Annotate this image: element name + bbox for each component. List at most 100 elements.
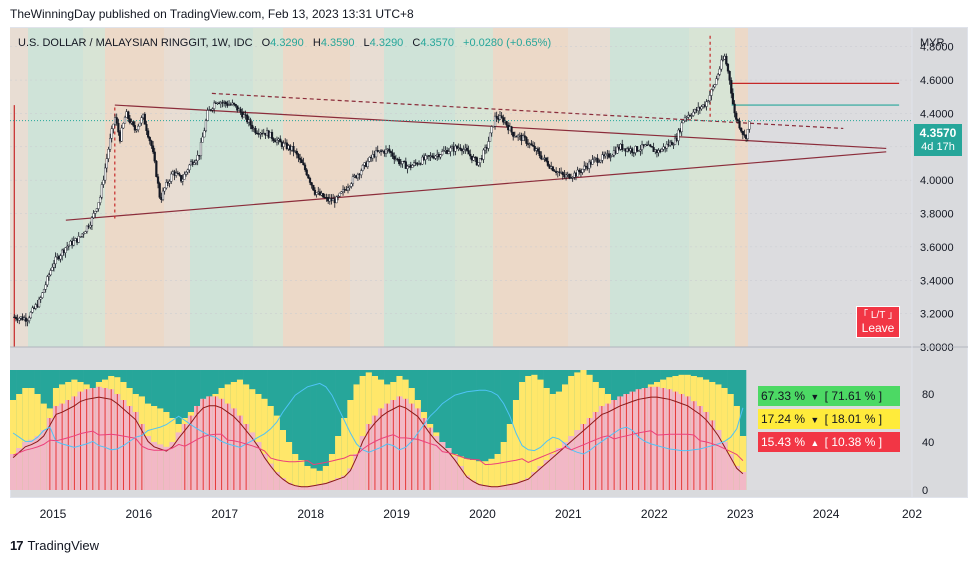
time-tick-label: 2017 bbox=[211, 507, 238, 521]
session-band bbox=[350, 28, 384, 347]
candle-body bbox=[639, 149, 642, 152]
oscillator-bar-2 bbox=[482, 461, 489, 490]
candle-body bbox=[692, 111, 695, 116]
candle-body bbox=[462, 149, 465, 152]
candle-body bbox=[741, 131, 744, 135]
candle-body bbox=[711, 86, 715, 90]
oscillator-bar-3 bbox=[175, 432, 183, 490]
candle-body bbox=[401, 161, 404, 164]
oscillator-bar-2 bbox=[721, 388, 728, 490]
candle-body bbox=[631, 148, 634, 153]
candle-body bbox=[725, 55, 728, 65]
candle-body bbox=[601, 154, 604, 161]
trendline-resistance bbox=[114, 104, 887, 150]
oscillator-bar-2 bbox=[279, 430, 287, 490]
candle-body bbox=[161, 190, 165, 200]
osc-row-2: 17.24 % ▼ [ 18.01 % ] bbox=[758, 409, 900, 429]
candle-body bbox=[488, 132, 492, 142]
oscillator-tick-label: 0 bbox=[922, 485, 928, 497]
oscillator-bar-3 bbox=[304, 486, 311, 490]
last-price-badge: 4.3570 4d 17h bbox=[914, 124, 962, 156]
candle-body bbox=[41, 292, 44, 298]
oscillator-bar-3 bbox=[715, 430, 722, 490]
oscillator-bar-2 bbox=[531, 374, 538, 490]
oscillator-bar-3 bbox=[40, 430, 48, 490]
candle-body bbox=[137, 125, 140, 130]
oscillator-bar-2 bbox=[500, 442, 508, 490]
oscillator-bar-3 bbox=[555, 448, 563, 490]
time-tick-label: 202 bbox=[902, 507, 922, 521]
oscillator-bar-1 bbox=[304, 370, 311, 490]
candle-body bbox=[199, 142, 203, 156]
high-label: H bbox=[312, 37, 321, 49]
candle-body bbox=[14, 316, 18, 320]
candle-body bbox=[583, 165, 586, 170]
oscillator-bar-1 bbox=[500, 370, 508, 490]
candle-body bbox=[335, 196, 338, 204]
candle-body bbox=[92, 213, 95, 218]
candle-body bbox=[421, 156, 424, 165]
symbol-title[interactable]: U.S. DOLLAR / MALAYSIAN RINGGIT, 1W, IDC bbox=[18, 37, 253, 49]
oscillator-bar-2 bbox=[16, 394, 23, 490]
candle-body bbox=[85, 225, 89, 232]
candle-body bbox=[720, 59, 723, 70]
candle-body bbox=[302, 162, 305, 166]
candle-body bbox=[120, 127, 123, 142]
signal-tag: 「 L/T 」 bbox=[858, 310, 898, 321]
candle-body bbox=[733, 103, 736, 114]
candle-body bbox=[492, 126, 495, 128]
osc-row-3-pct: 15.43 % bbox=[761, 435, 806, 449]
candle-body bbox=[90, 217, 94, 226]
candle-body bbox=[531, 145, 535, 147]
candle-body bbox=[82, 233, 85, 235]
oscillator-axis: 0 40 80 bbox=[922, 389, 934, 497]
footer-brand[interactable]: 17 TradingView bbox=[10, 538, 99, 553]
time-tick-label: 2024 bbox=[813, 507, 840, 521]
candle-body bbox=[297, 154, 300, 159]
oscillator-bar-1 bbox=[494, 370, 501, 490]
candle-body bbox=[680, 122, 683, 132]
candle-body bbox=[713, 84, 716, 88]
oscillator-bar-3 bbox=[16, 448, 23, 490]
candle-body bbox=[564, 174, 568, 178]
candle-body bbox=[150, 140, 153, 146]
candle-body bbox=[178, 173, 181, 176]
candle-body bbox=[242, 114, 246, 118]
candle-body bbox=[399, 163, 402, 165]
oscillator-bar-3 bbox=[249, 432, 256, 490]
time-tick-label: 2020 bbox=[469, 507, 496, 521]
session-band bbox=[748, 28, 912, 347]
signal-badge: 「 L/T 」 Leave bbox=[856, 306, 900, 338]
oscillator-bar-3 bbox=[144, 436, 152, 490]
candle-body bbox=[715, 78, 718, 85]
session-band bbox=[568, 28, 610, 347]
oscillator-bar-1 bbox=[433, 370, 440, 490]
oscillator-bar-3 bbox=[279, 478, 287, 490]
oscillator-bar-2 bbox=[286, 442, 293, 490]
time-tick-label: 2022 bbox=[641, 507, 668, 521]
oscillator-bar-3 bbox=[34, 436, 41, 490]
candle-body bbox=[540, 155, 543, 160]
time-tick-label: 2015 bbox=[40, 507, 67, 521]
osc-row-1-prev: [ 71.61 % ] bbox=[824, 389, 883, 403]
candle-body bbox=[292, 146, 295, 152]
candle-body bbox=[315, 192, 318, 195]
down-arrow-icon: ▼ bbox=[810, 415, 820, 425]
session-band bbox=[689, 28, 735, 347]
oscillator-bar-2 bbox=[322, 466, 330, 490]
oscillator-bar-2 bbox=[28, 388, 35, 490]
oscillator-tick-label: 40 bbox=[922, 437, 934, 449]
candle-body bbox=[591, 159, 594, 165]
candle-body bbox=[398, 159, 401, 165]
oscillator-bar-2 bbox=[543, 388, 551, 490]
candle-body bbox=[652, 147, 655, 152]
candle-body bbox=[275, 140, 279, 143]
session-band bbox=[83, 28, 105, 347]
oscillator-bar-3 bbox=[506, 484, 514, 490]
candle-body bbox=[467, 150, 470, 155]
candle-body bbox=[730, 80, 733, 94]
candle-body bbox=[42, 289, 46, 293]
candle-body bbox=[431, 155, 434, 158]
oscillator-bar-2 bbox=[22, 388, 29, 490]
